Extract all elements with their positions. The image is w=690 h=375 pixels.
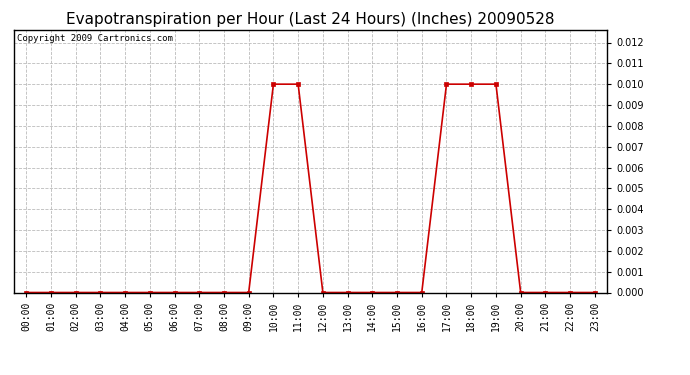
Text: Copyright 2009 Cartronics.com: Copyright 2009 Cartronics.com [17, 34, 172, 43]
Title: Evapotranspiration per Hour (Last 24 Hours) (Inches) 20090528: Evapotranspiration per Hour (Last 24 Hou… [66, 12, 555, 27]
